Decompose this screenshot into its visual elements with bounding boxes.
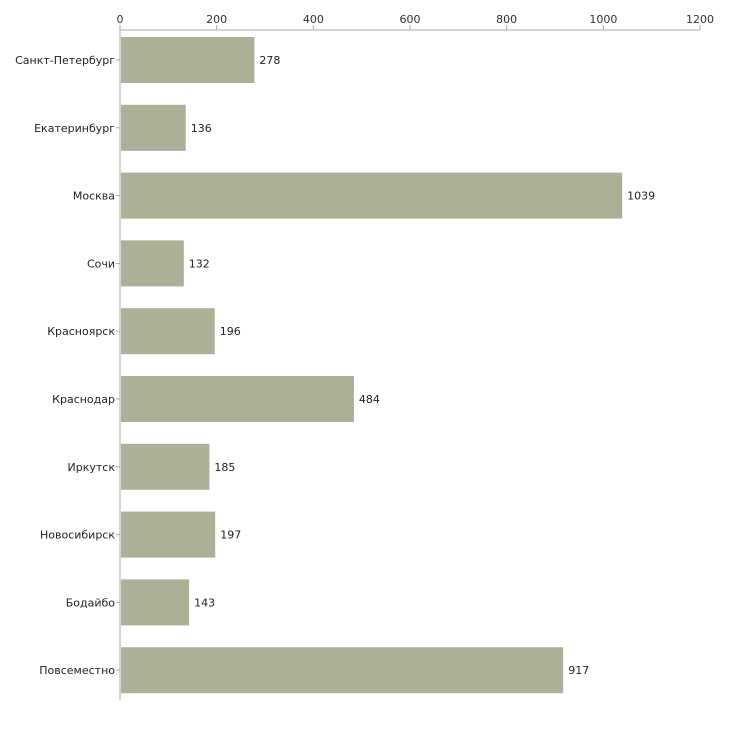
category-label: Иркутск <box>68 461 116 474</box>
x-tick-label: 400 <box>303 13 324 26</box>
bar <box>121 37 255 83</box>
bar <box>121 104 186 151</box>
category-label: Екатеринбург <box>34 122 115 135</box>
category-label: Москва <box>73 190 115 203</box>
category-label: Санкт-Петербург <box>15 54 115 67</box>
axis-layer: 0 200 400 600 800 1000 1200 <box>116 13 714 700</box>
data-label: 196 <box>220 325 241 338</box>
data-label: 197 <box>220 529 241 542</box>
x-tick-label: 0 <box>117 13 124 26</box>
bar <box>121 376 354 422</box>
x-tick-label: 800 <box>496 13 517 26</box>
category-label: Повсеместно <box>39 664 115 677</box>
category-label: Красноярск <box>47 325 115 338</box>
bar <box>121 511 216 558</box>
data-label: 185 <box>214 461 235 474</box>
data-label: 1039 <box>627 190 655 203</box>
bar <box>121 647 564 694</box>
data-label: 278 <box>259 54 280 67</box>
data-label: 484 <box>359 393 380 406</box>
bars-layer <box>121 37 623 694</box>
bar <box>121 579 190 626</box>
bar <box>121 172 623 219</box>
data-label: 143 <box>194 596 215 609</box>
data-label: 136 <box>191 122 212 135</box>
bar <box>121 308 215 355</box>
x-tick-label: 1200 <box>686 13 714 26</box>
x-tick-label: 200 <box>206 13 227 26</box>
bar <box>121 240 184 287</box>
data-label: 132 <box>189 257 210 270</box>
data-label: 917 <box>568 664 589 677</box>
category-label: Сочи <box>87 257 115 270</box>
bar <box>121 443 210 490</box>
x-tick-label: 600 <box>400 13 421 26</box>
x-tick-label: 1000 <box>589 13 617 26</box>
category-label: Краснодар <box>52 393 115 406</box>
category-label: Бодайбо <box>66 596 116 609</box>
category-label: Новосибирск <box>40 529 115 542</box>
labels-layer: Санкт-Петербург 278 Екатеринбург 136 Москва 1… <box>15 54 655 677</box>
